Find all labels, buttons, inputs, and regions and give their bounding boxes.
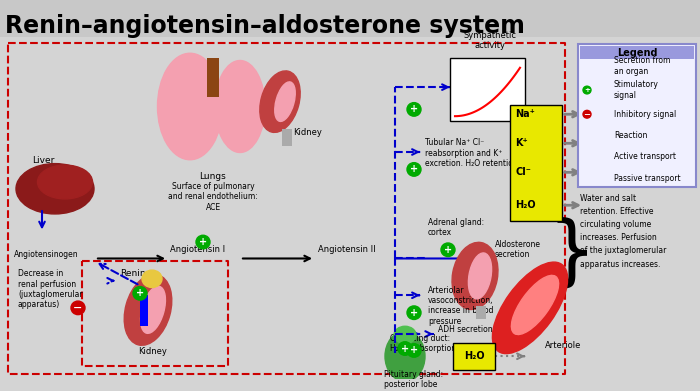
Text: Angiotensin I: Angiotensin I <box>170 245 225 254</box>
Text: Secretion from
an organ: Secretion from an organ <box>614 56 671 75</box>
Ellipse shape <box>16 163 94 214</box>
Text: Tubular Na⁺ Cl⁻
reabsorption and K⁺
excretion. H₂O retention: Tubular Na⁺ Cl⁻ reabsorption and K⁺ excr… <box>425 138 518 168</box>
Bar <box>282 129 292 146</box>
Text: Adrenal gland:
cortex: Adrenal gland: cortex <box>428 218 484 237</box>
Ellipse shape <box>141 286 165 334</box>
Bar <box>453 343 495 370</box>
Circle shape <box>583 86 591 94</box>
Ellipse shape <box>124 274 172 345</box>
Text: Stimulatory
signal: Stimulatory signal <box>614 80 659 100</box>
Text: Renin–angiotensin–aldosterone system: Renin–angiotensin–aldosterone system <box>5 14 525 38</box>
Text: −: − <box>74 303 83 313</box>
Bar <box>578 43 696 187</box>
Text: Arteriole: Arteriole <box>545 341 582 350</box>
Text: ADH secretion: ADH secretion <box>438 325 493 334</box>
Text: +: + <box>136 288 144 298</box>
Ellipse shape <box>452 242 498 310</box>
Text: Pituitary gland:
posterior lobe: Pituitary gland: posterior lobe <box>384 370 443 389</box>
Text: +: + <box>410 346 418 355</box>
Text: −: − <box>584 110 591 119</box>
Circle shape <box>71 301 85 315</box>
Circle shape <box>583 110 591 118</box>
Ellipse shape <box>215 61 265 152</box>
Text: +: + <box>410 308 418 318</box>
Text: Surface of pulmonary
and renal endothelium:
ACE: Surface of pulmonary and renal endotheli… <box>168 182 258 212</box>
Circle shape <box>407 344 421 357</box>
Circle shape <box>133 287 147 300</box>
Bar <box>450 58 525 121</box>
Text: Inhibitory signal: Inhibitory signal <box>614 110 676 119</box>
Ellipse shape <box>142 270 162 287</box>
Bar <box>3 39 573 375</box>
Text: Sympathetic
activity: Sympathetic activity <box>463 31 517 50</box>
Text: Angiotensin II: Angiotensin II <box>318 245 376 254</box>
Text: Na⁺: Na⁺ <box>515 109 535 119</box>
Ellipse shape <box>492 262 568 353</box>
Circle shape <box>407 306 421 319</box>
Text: Angiotensinogen: Angiotensinogen <box>14 250 78 259</box>
Ellipse shape <box>158 53 223 160</box>
Text: Reaction: Reaction <box>614 131 648 140</box>
Text: Collecting duct:
H₂O reabsorption: Collecting duct: H₂O reabsorption <box>390 334 456 353</box>
Text: +: + <box>584 87 590 93</box>
Text: Cl⁻: Cl⁻ <box>515 167 531 178</box>
Text: Active transport: Active transport <box>614 152 676 161</box>
Text: Lungs: Lungs <box>199 172 226 181</box>
Ellipse shape <box>468 253 491 299</box>
Ellipse shape <box>274 82 295 122</box>
Bar <box>510 104 562 221</box>
Text: H₂O: H₂O <box>515 200 536 210</box>
Text: +: + <box>410 104 418 115</box>
Text: Aldosterone
secretion: Aldosterone secretion <box>495 240 541 260</box>
Text: +: + <box>444 245 452 255</box>
Bar <box>0 0 700 37</box>
Circle shape <box>196 235 210 249</box>
Text: K⁺: K⁺ <box>515 138 528 148</box>
Ellipse shape <box>394 326 416 344</box>
Text: Kidney: Kidney <box>138 346 167 355</box>
Circle shape <box>441 243 455 256</box>
Text: +: + <box>410 165 418 174</box>
Text: Decrease in
renal perfusion
(juxtaglomerular
apparatus): Decrease in renal perfusion (juxtaglomer… <box>18 269 83 309</box>
Bar <box>207 58 219 97</box>
Bar <box>476 306 486 319</box>
Text: Legend: Legend <box>617 48 657 58</box>
Ellipse shape <box>512 275 559 335</box>
Circle shape <box>407 102 421 116</box>
Bar <box>580 45 694 59</box>
Text: Water and salt
retention. Effective
circulating volume
increases. Perfusion
of t: Water and salt retention. Effective circ… <box>580 194 666 269</box>
Ellipse shape <box>385 331 425 382</box>
Text: Kidney: Kidney <box>293 128 322 137</box>
Bar <box>140 295 148 326</box>
Circle shape <box>398 342 412 355</box>
Text: }: } <box>547 217 596 291</box>
Ellipse shape <box>260 71 300 133</box>
Text: Renin: Renin <box>120 269 146 278</box>
Text: +: + <box>199 237 207 247</box>
Circle shape <box>407 163 421 176</box>
Text: H₂O: H₂O <box>463 351 484 361</box>
Text: Passive transport: Passive transport <box>614 174 680 183</box>
Ellipse shape <box>38 165 92 199</box>
Text: Liver: Liver <box>32 156 55 165</box>
Text: Arteriolar
vasoconstriction,
increase in blood
pressure: Arteriolar vasoconstriction, increase in… <box>428 285 494 326</box>
Text: +: + <box>401 344 409 353</box>
